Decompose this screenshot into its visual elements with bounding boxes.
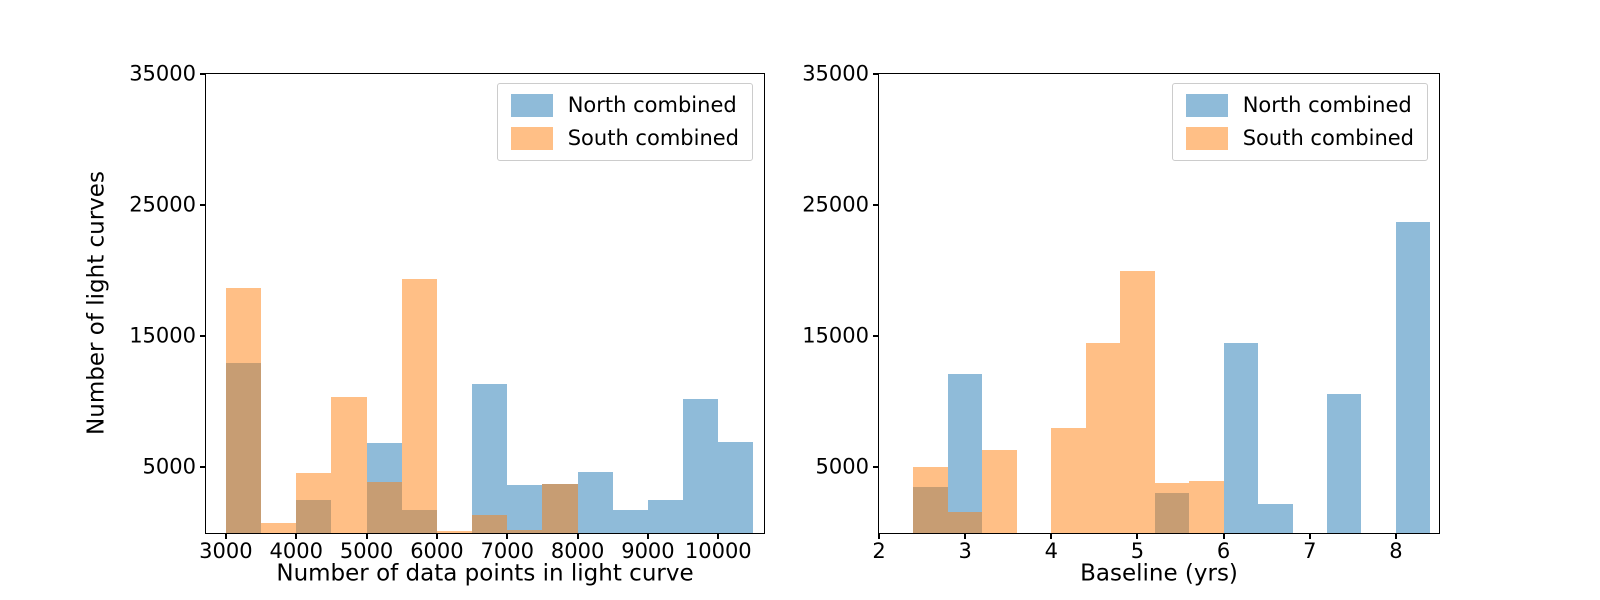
histogram-bar [577,472,613,533]
x-tick-label: 9000 [621,539,675,563]
y-tick-mark [873,466,879,469]
y-tick-label: 25000 [802,192,869,217]
x-axis-label-datapoints: Number of data points in light curve [276,560,694,587]
x-tick-label: 5 [1130,539,1145,563]
x-tick-label: 8000 [550,539,605,563]
legend-entry: South combined [510,126,739,151]
bars-layer [879,74,1439,533]
x-tick-mark [576,533,579,539]
histogram-bar [261,522,297,533]
histogram-bar [1051,428,1086,533]
y-tick-label: 15000 [802,323,869,348]
y-tick-label: 35000 [129,61,196,86]
x-tick-label: 8 [1389,539,1403,563]
y-tick-mark [200,335,206,338]
histogram-bar [1258,503,1293,533]
histogram-bar [472,383,508,533]
x-tick-mark [964,533,967,539]
histogram-bar [331,396,367,533]
legend-entry: North combined [510,93,739,118]
legend-label: South combined [1242,126,1414,151]
histogram-bar [436,531,473,533]
legend-label: South combined [567,126,739,151]
x-tick-label: 5000 [339,539,394,563]
legend-swatch [1185,127,1228,151]
x-tick-mark [1050,533,1053,539]
histogram-bar [982,450,1017,533]
x-tick-mark [1394,533,1397,539]
legend: North combined South combined [1171,83,1428,162]
histogram-bar [947,374,983,533]
x-tick-mark [1308,533,1311,539]
legend-swatch [510,94,553,118]
histogram-bar [1223,342,1259,533]
y-tick-mark [200,466,206,469]
x-tick-label: 6 [1216,539,1231,563]
x-tick-mark [1136,533,1139,539]
histogram-bar [366,481,402,533]
histogram-bar [612,510,648,533]
x-tick-mark [717,533,720,539]
histogram-bar [507,530,543,533]
y-tick-label: 35000 [802,61,869,86]
histogram-bar [472,514,508,533]
legend-swatch [1185,94,1228,118]
x-tick-label: 10000 [684,539,752,563]
x-tick-mark [435,533,438,539]
histogram-bar [401,278,437,533]
x-tick-mark [646,533,649,539]
x-tick-label: 7000 [480,539,534,563]
histogram-bar [647,500,684,533]
y-tick-mark [873,73,879,75]
histogram-bar [1154,482,1190,533]
histogram-bar [296,472,332,533]
y-tick-mark [200,204,206,207]
plot-area-datapoints-histogram: 3000 4000 5000 6000 7000 8000 9000 10000 5000 150… [129,63,765,562]
x-tick-mark [224,533,227,539]
x-tick-label: 2 [872,539,886,563]
legend-swatch [510,127,553,151]
x-axis-label-baseline: Baseline (yrs) [1080,560,1238,587]
x-tick-label: 6000 [410,539,464,563]
x-tick-label: 7 [1303,539,1317,563]
legend-entry: South combined [1185,126,1414,151]
histogram-bar [542,483,578,533]
plot-area-baseline-histogram: 2 3 4 5 6 7 8 5000 15000 25000 35000 North combined… [802,63,1440,562]
bars-layer [206,74,764,533]
legend-label: North combined [567,93,737,117]
histogram-bar [683,398,719,533]
y-tick-mark [873,204,879,207]
legend-entry: North combined [1185,93,1414,118]
y-tick-label: 5000 [815,454,869,479]
histogram-bar [1085,342,1121,533]
histogram-bar [913,467,948,533]
x-tick-mark [506,533,509,539]
y-axis-label: Number of light curves [83,171,110,435]
x-tick-label: 4000 [269,539,323,563]
histogram-bar [947,512,983,533]
histogram-bar [507,485,543,533]
x-tick-label: 4 [1044,539,1058,563]
x-tick-label: 3 [958,539,972,563]
y-tick-mark [873,335,879,338]
histogram-bar [1120,270,1155,533]
y-tick-mark [200,73,206,75]
x-tick-mark [295,533,298,539]
x-tick-mark [1222,533,1225,539]
histogram-bar [718,441,754,533]
x-tick-label: 3000 [199,539,253,563]
legend-label: North combined [1242,93,1412,117]
legend: North combined South combined [496,83,753,162]
y-tick-label: 5000 [142,454,196,479]
histogram-bar [1327,394,1362,533]
x-tick-mark [878,533,880,539]
histogram-bar [1189,481,1224,533]
y-tick-label: 15000 [129,323,196,348]
histogram-bar [225,288,262,533]
y-tick-label: 25000 [129,192,196,217]
histogram-bar [1395,221,1431,533]
x-tick-mark [365,533,368,539]
